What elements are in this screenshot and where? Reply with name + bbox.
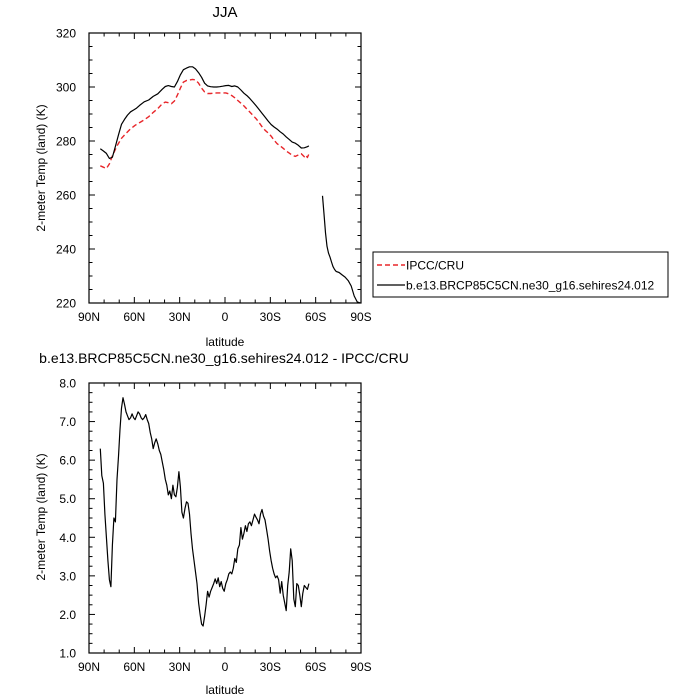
- y-tick-label: 2.0: [59, 608, 76, 622]
- x-tick-label: 90S: [350, 310, 371, 324]
- x-tick-label: 90S: [350, 660, 371, 674]
- x-tick-label: 0: [222, 310, 229, 324]
- x-tick-label: 60S: [305, 310, 326, 324]
- y-tick-label: 7.0: [59, 415, 76, 429]
- y-tick-label: 280: [56, 135, 76, 149]
- plot-frame: [88, 32, 362, 304]
- x-tick-label: 60S: [305, 660, 326, 674]
- x-axis-label: latitude: [206, 683, 245, 697]
- chart-title: JJA: [212, 4, 237, 21]
- plot-frame: [88, 382, 362, 654]
- legend: IPCC/CRU b.e13.BRCP85C5CN.ne30_g16.sehir…: [372, 251, 669, 298]
- legend-label-model: b.e13.BRCP85C5CN.ne30_g16.sehires24.012: [406, 279, 654, 293]
- y-tick-label: 1.0: [59, 647, 76, 661]
- chart-title: b.e13.BRCP85C5CN.ne30_g16.sehires24.012 …: [39, 350, 409, 366]
- x-axis-label: latitude: [206, 335, 245, 349]
- x-tick-label: 0: [222, 660, 229, 674]
- y-tick-label: 320: [56, 27, 76, 41]
- y-tick-label: 4.0: [59, 531, 76, 545]
- y-tick-label: 6.0: [59, 454, 76, 468]
- series-line-1-segment-1: [321, 195, 361, 304]
- series-line-0-segment-0: [100, 78, 310, 170]
- x-tick-label: 60N: [123, 310, 145, 324]
- x-tick-label: 90N: [78, 660, 100, 674]
- chart-difference: b.e13.BRCP85C5CN.ne30_g16.sehires24.012 …: [34, 350, 409, 697]
- y-tick-label: 300: [56, 81, 76, 95]
- y-axis-label: 2-meter Temp (land) (K): [34, 453, 48, 580]
- chart-jja: JJA 2-meter Temp (land) (K) latitude 90N…: [34, 4, 669, 349]
- x-tick-label: 30N: [169, 660, 191, 674]
- x-tick-label: 60N: [123, 660, 145, 674]
- legend-label-ipcc-cru: IPCC/CRU: [406, 259, 464, 273]
- y-tick-label: 240: [56, 243, 76, 257]
- x-tick-label: 90N: [78, 310, 100, 324]
- x-tick-label: 30S: [260, 310, 281, 324]
- y-tick-label: 3.0: [59, 569, 76, 583]
- y-axis-label: 2-meter Temp (land) (K): [34, 104, 48, 231]
- y-tick-label: 5.0: [59, 492, 76, 506]
- series-line-0-segment-0: [99, 397, 310, 627]
- y-tick-label: 260: [56, 189, 76, 203]
- x-tick-label: 30S: [260, 660, 281, 674]
- legend-box: [372, 251, 669, 298]
- x-tick-label: 30N: [169, 310, 191, 324]
- series-line-1-segment-0: [99, 66, 310, 160]
- y-tick-label: 8.0: [59, 377, 76, 391]
- y-tick-label: 220: [56, 297, 76, 311]
